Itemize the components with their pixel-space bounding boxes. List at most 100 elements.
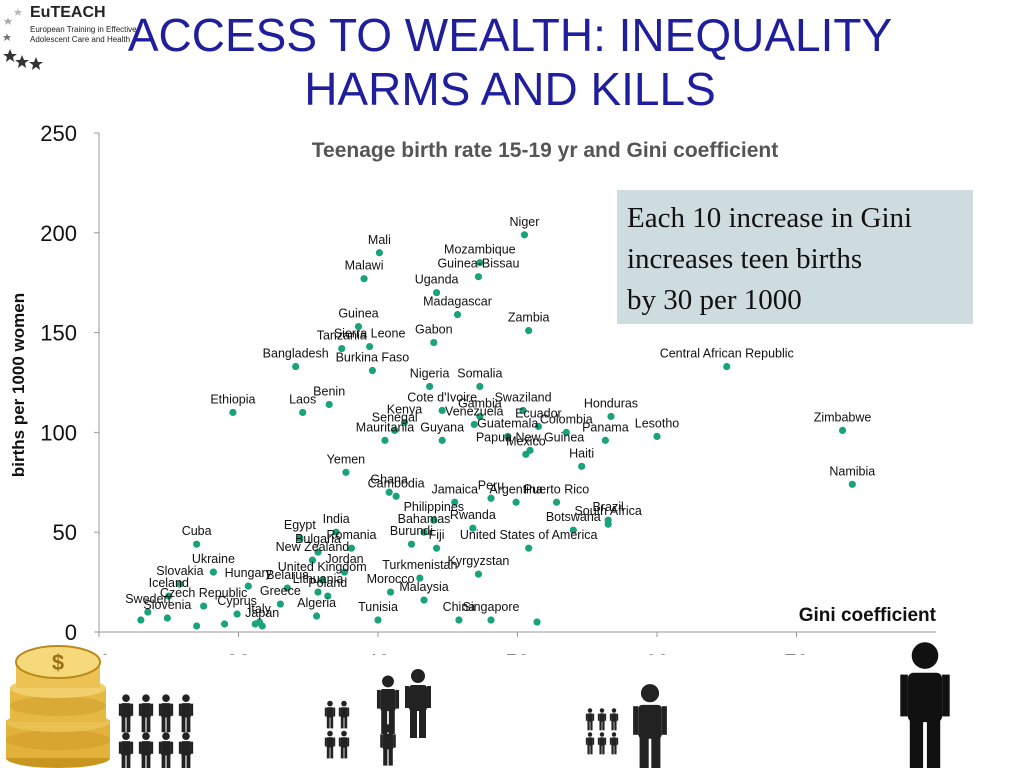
point-label: Fiji	[429, 528, 445, 542]
data-point	[653, 432, 661, 440]
point-label: Sweden	[125, 592, 170, 606]
person-group-unequal	[585, 684, 667, 768]
person-group-mixed	[324, 669, 431, 766]
data-point	[332, 528, 340, 536]
data-point	[407, 540, 416, 548]
eu-teach-logo: EuTEACH European Training in Effective A…	[0, 0, 160, 70]
point-label: Ghana	[370, 472, 408, 486]
data-point	[340, 568, 349, 576]
point-label: Belarus	[266, 568, 308, 582]
data-point	[474, 273, 483, 281]
point-label: Brazil	[593, 500, 624, 514]
data-point	[504, 432, 512, 440]
data-point	[848, 480, 856, 488]
point-label: Jamaica	[431, 482, 478, 496]
point-label: Greece	[260, 584, 301, 598]
point-label: Mozambique	[444, 243, 516, 257]
point-label: Italy	[248, 602, 272, 616]
point-label: Mauritania	[356, 420, 414, 434]
point-label: Haiti	[569, 446, 594, 460]
data-point	[342, 468, 350, 476]
data-point	[474, 570, 483, 578]
point-label: Turkmenistan	[382, 558, 457, 572]
data-point	[476, 382, 484, 391]
data-point	[601, 436, 609, 444]
person-single-large	[900, 642, 950, 768]
data-point	[432, 544, 441, 552]
data-point	[229, 408, 237, 417]
point-label: United States of America	[460, 528, 598, 542]
point-label: India	[323, 512, 350, 526]
x-tick-label: 30	[226, 650, 250, 655]
data-point	[392, 492, 400, 500]
data-point	[318, 576, 326, 584]
data-point	[366, 342, 374, 351]
data-point	[292, 362, 300, 371]
stars-icon	[3, 8, 43, 70]
data-point	[375, 249, 383, 257]
data-point	[308, 556, 317, 564]
data-point	[525, 327, 533, 335]
point-label: Argentina	[489, 482, 543, 496]
point-label: Cyprus	[217, 594, 257, 608]
point-label: Mali	[368, 233, 391, 247]
data-point	[525, 544, 533, 552]
y-tick-label: 250	[40, 121, 77, 146]
point-label: Senegal	[372, 410, 418, 424]
point-label: Ecuador	[515, 406, 562, 420]
point-label: Panama	[582, 420, 629, 434]
x-tick-label: 50	[505, 650, 529, 655]
data-point	[209, 568, 217, 576]
point-label: Venezuela	[445, 404, 503, 418]
data-point	[251, 620, 259, 628]
point-label: Gambia	[458, 396, 502, 410]
point-label: Guatemala	[477, 416, 538, 430]
point-label: Swaziland	[495, 390, 552, 404]
callout-text: Each 10 increase in Gini increases teen …	[627, 198, 967, 321]
logo-subtitle: European Training in Effective Adolescen…	[30, 25, 137, 44]
point-label: Philippines	[404, 500, 464, 514]
point-label: Mexico	[506, 434, 546, 448]
data-point	[438, 406, 446, 415]
x-tick-label: 60	[645, 650, 669, 655]
callout-line-3: by 30 per 1000	[627, 284, 802, 316]
x-tick-label: 40	[366, 650, 390, 655]
data-point	[838, 426, 847, 435]
data-point	[325, 400, 333, 409]
point-label: Kenya	[387, 402, 422, 416]
data-point	[400, 418, 409, 427]
data-point	[313, 612, 321, 620]
x-tick-label: 20	[87, 650, 111, 655]
data-point	[534, 422, 543, 431]
point-label: New Zealand	[276, 540, 350, 554]
point-label: Guyana	[420, 420, 464, 434]
point-label: Ethiopia	[210, 392, 255, 406]
data-point	[276, 600, 284, 608]
data-point	[381, 436, 389, 444]
point-label: Colombia	[540, 412, 593, 426]
data-point	[165, 592, 173, 600]
point-label: Ukraine	[192, 552, 235, 566]
data-point	[137, 616, 145, 624]
data-point	[526, 446, 534, 454]
scatter-chart: 0 50 100 150 200 250 20 30 40 50 60 70 Teenage birth…	[9, 121, 937, 655]
data-point	[470, 420, 478, 429]
data-point	[476, 259, 484, 267]
point-label: Central African Republic	[660, 347, 794, 361]
point-label: Tanzania	[317, 329, 367, 343]
data-point	[299, 408, 307, 417]
data-point	[163, 614, 171, 622]
point-label: Madagascar	[423, 295, 492, 309]
point-label: Nigeria	[410, 366, 450, 380]
data-point	[354, 323, 363, 331]
data-point	[426, 382, 434, 391]
point-label: Zambia	[508, 311, 550, 325]
data-point	[455, 616, 463, 624]
point-label: Benin	[313, 384, 345, 398]
point-label: Lesotho	[635, 416, 680, 430]
data-point	[244, 582, 252, 590]
point-label: Algeria	[297, 596, 336, 610]
data-point	[347, 544, 356, 552]
data-point	[368, 366, 377, 375]
data-point	[386, 588, 395, 596]
